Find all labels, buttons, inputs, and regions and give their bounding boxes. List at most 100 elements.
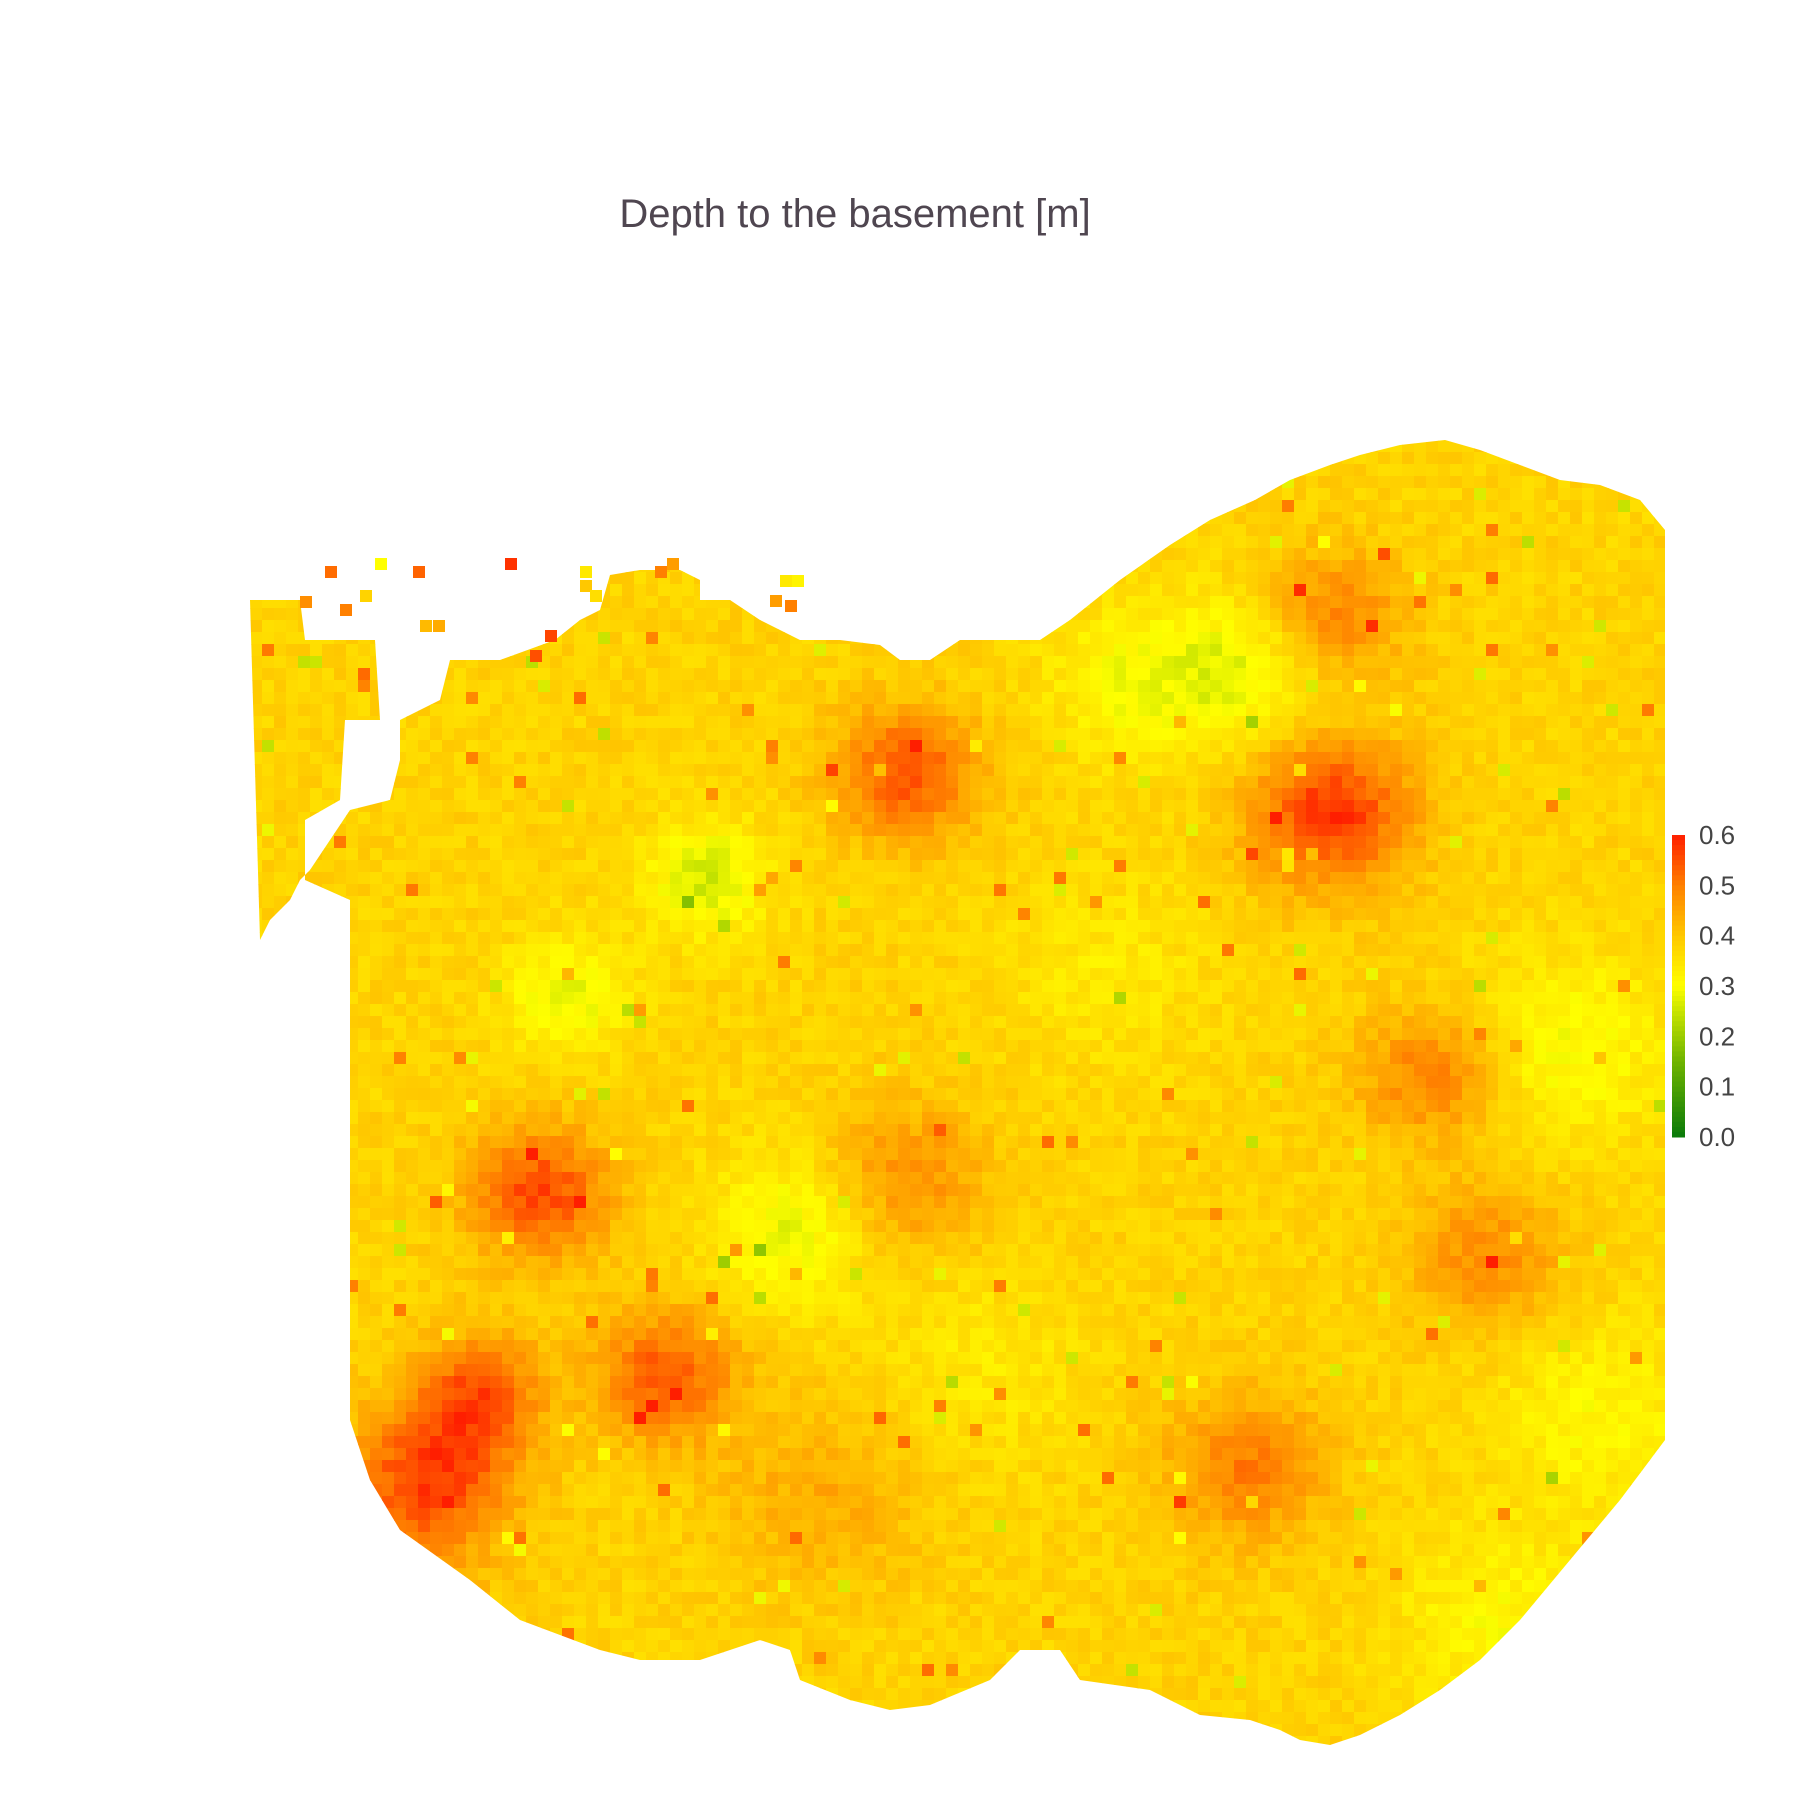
heatmap-cell	[1198, 524, 1211, 537]
heatmap-cell	[1438, 452, 1451, 465]
heatmap-cell	[1414, 524, 1427, 537]
heatmap-cell	[1414, 536, 1427, 549]
heatmap-cell	[1222, 560, 1235, 573]
heatmap-cell	[1294, 476, 1307, 489]
heatmap-cell	[1498, 548, 1511, 561]
heatmap-cell	[1558, 524, 1571, 537]
heatmap-cell	[1630, 524, 1643, 537]
heatmap-cell	[1270, 512, 1283, 525]
heatmap-cell	[1318, 488, 1331, 501]
heatmap-cell	[1378, 536, 1391, 549]
heatmap-cell	[1294, 572, 1307, 585]
heatmap-cell	[1258, 512, 1271, 525]
heatmap-cell	[1258, 572, 1271, 585]
heatmap-cell	[1342, 512, 1355, 525]
heatmap-cell	[1450, 536, 1463, 549]
heatmap-cell	[1618, 500, 1631, 513]
heatmap-cell	[1450, 548, 1463, 561]
heatmap-cell	[1558, 572, 1571, 585]
heatmap-cell	[1450, 476, 1463, 489]
heatmap-cell	[1174, 560, 1187, 573]
heatmap-cell	[1558, 560, 1571, 573]
heatmap-cell	[1570, 524, 1583, 537]
heatmap-cell	[1402, 488, 1415, 501]
heatmap-cell	[1126, 572, 1139, 585]
heatmap-cell	[1390, 452, 1403, 465]
heatmap-cell	[1522, 536, 1535, 549]
heatmap-cell	[1162, 572, 1175, 585]
heatmap-cell	[1486, 488, 1499, 501]
heatmap-cell	[1474, 476, 1487, 489]
heatmap-cell	[1426, 548, 1439, 561]
heatmap-cell	[1462, 512, 1475, 525]
heatmap-cell	[1438, 548, 1451, 561]
heatmap-cell	[1150, 572, 1163, 585]
heatmap-cell	[1582, 572, 1595, 585]
heatmap-cell	[1330, 560, 1343, 573]
heatmap-cell	[1330, 476, 1343, 489]
heatmap-cell	[1222, 512, 1235, 525]
heatmap-cell	[1498, 488, 1511, 501]
heatmap-cell	[1390, 476, 1403, 489]
heatmap-cell	[1222, 524, 1235, 537]
heatmap-cell	[1294, 512, 1307, 525]
heatmap-cell	[1366, 488, 1379, 501]
heatmap-cell	[1510, 536, 1523, 549]
heatmap-cell	[1222, 572, 1235, 585]
heatmap-cell	[1426, 536, 1439, 549]
heatmap-cell	[1366, 524, 1379, 537]
heatmap-cell	[1558, 536, 1571, 549]
heatmap-cell	[1510, 476, 1523, 489]
heatmap-cell	[1234, 548, 1247, 561]
heatmap-cell	[1342, 488, 1355, 501]
heatmap-cell	[1462, 560, 1475, 573]
heatmap-cell	[1438, 572, 1451, 585]
heatmap-cell	[1270, 488, 1283, 501]
heatmap-cell	[1474, 464, 1487, 477]
heatmap-cell	[1270, 524, 1283, 537]
heatmap-cell	[1378, 488, 1391, 501]
heatmap-cell	[1558, 548, 1571, 561]
heatmap-cell	[1246, 500, 1259, 513]
heatmap-cell	[1294, 560, 1307, 573]
heatmap-cell	[1414, 560, 1427, 573]
heatmap-cell	[1330, 536, 1343, 549]
heatmap-cell	[1534, 536, 1547, 549]
heatmap-cell	[1438, 524, 1451, 537]
heatmap-cell	[622, 572, 635, 585]
heatmap-cell	[1330, 464, 1343, 477]
heatmap-cell	[1630, 548, 1643, 561]
heatmap-cell	[1582, 512, 1595, 525]
heatmap-cell	[1522, 560, 1535, 573]
heatmap-cell	[1246, 536, 1259, 549]
heatmap-cell	[1234, 536, 1247, 549]
heatmap-cell	[1534, 476, 1547, 489]
heatmap-cell	[1234, 512, 1247, 525]
heatmap-cell	[1306, 536, 1319, 549]
heatmap-cell	[1462, 500, 1475, 513]
heatmap-cell	[1282, 548, 1295, 561]
heatmap-cell	[1462, 536, 1475, 549]
heatmap-cell	[1534, 512, 1547, 525]
heatmap-cell	[1510, 464, 1523, 477]
heatmap-cell	[1606, 548, 1619, 561]
heatmap-cell	[634, 572, 647, 585]
heatmap-cell	[1318, 548, 1331, 561]
heatmap-cell	[1354, 512, 1367, 525]
heatmap-cell	[1546, 536, 1559, 549]
heatmap-cell	[1402, 512, 1415, 525]
heatmap-cell	[1546, 524, 1559, 537]
heatmap-cell	[1414, 572, 1427, 585]
heatmap-cell	[1330, 524, 1343, 537]
heatmap-cell	[1258, 560, 1271, 573]
heatmap-cell	[1450, 512, 1463, 525]
heatmap-cell	[1330, 512, 1343, 525]
heatmap-cell	[1534, 524, 1547, 537]
heatmap-cell	[1498, 560, 1511, 573]
heatmap-cell	[1294, 548, 1307, 561]
heatmap-cell	[1342, 548, 1355, 561]
heatmap-cell	[1294, 536, 1307, 549]
heatmap-cell	[1246, 512, 1259, 525]
heatmap-cell	[1462, 548, 1475, 561]
